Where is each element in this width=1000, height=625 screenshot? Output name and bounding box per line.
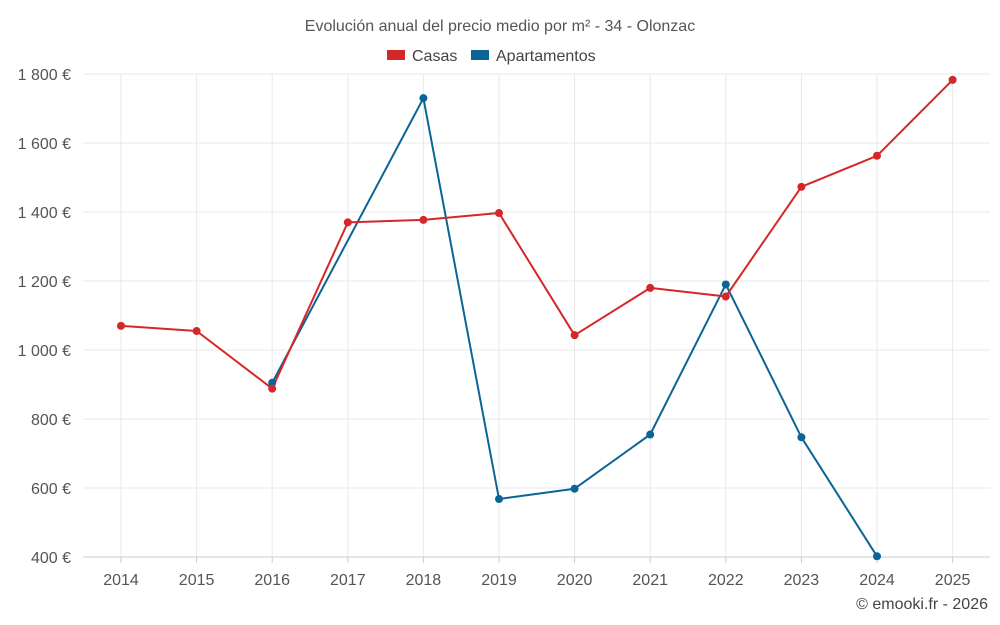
x-tick-label-2023: 2023 [784,572,820,589]
point-casas-2022[interactable] [721,292,730,301]
y-tick-label-1600: 1 600 € [18,136,71,153]
point-apartamentos-2020[interactable] [570,484,579,493]
chart-title: Evolución anual del precio medio por m² … [305,18,695,35]
y-tick-label-1800: 1 800 € [18,67,71,84]
point-casas-2021[interactable] [646,283,655,292]
x-axis-ticks: 2014 2015 2016 2017 2018 2019 2020 2021 2022 2023… [103,557,970,589]
x-tick-label-2024: 2024 [859,572,895,589]
y-tick-label-1400: 1 400 € [18,205,71,222]
legend-swatch-0[interactable] [387,50,405,60]
series-line-casas [120,79,954,390]
x-tick-label-2015: 2015 [179,572,215,589]
y-tick-label-400: 400 € [31,550,71,567]
point-apartamentos-2022[interactable] [721,280,730,289]
y-tick-label-600: 600 € [31,481,71,498]
point-casas-2025[interactable] [948,75,957,84]
point-casas-2019[interactable] [495,209,503,218]
legend-swatch-1[interactable] [471,50,489,60]
x-tick-label-2025: 2025 [935,572,971,589]
point-casas-2015[interactable] [192,327,201,336]
point-casas-2018[interactable] [419,215,428,224]
point-casas-2014[interactable] [117,321,125,330]
x-tick-label-2021: 2021 [632,572,668,589]
x-tick-label-2020: 2020 [557,572,593,589]
point-apartamentos-2019[interactable] [495,495,503,504]
series-lines [120,79,954,557]
y-tick-label-1200: 1 200 € [18,274,71,291]
x-tick-label-2019: 2019 [481,572,517,589]
y-axis-ticks: 400 € 600 € 800 € 1 000 € 1 200 € 1 400 € 1 60… [18,67,71,567]
x-tick-label-2014: 2014 [103,572,139,589]
point-apartamentos-2023[interactable] [797,433,806,442]
point-apartamentos-2016[interactable] [268,378,277,387]
credit-text: © emooki.fr - 2026 [856,596,988,613]
x-tick-label-2022: 2022 [708,572,744,589]
series-line-apartamentos [271,97,878,557]
legend-label-0[interactable]: Casas [412,48,457,65]
point-casas-2017[interactable] [343,218,352,227]
point-apartamentos-2018[interactable] [419,94,428,103]
grid-vertical [120,74,954,557]
series-points [117,75,957,561]
point-casas-2024[interactable] [873,151,881,160]
point-casas-2023[interactable] [797,182,806,191]
legend-label-1[interactable]: Apartamentos [496,48,596,65]
x-tick-label-2016: 2016 [254,572,290,589]
x-tick-label-2018: 2018 [406,572,442,589]
point-apartamentos-2021[interactable] [646,430,655,439]
point-apartamentos-2024[interactable] [873,552,881,561]
x-tick-label-2017: 2017 [330,572,366,589]
y-tick-label-1000: 1 000 € [18,343,71,360]
grid-horizontal [83,73,990,558]
point-casas-2020[interactable] [570,331,579,340]
y-tick-label-800: 800 € [31,412,71,429]
point-casas-2016[interactable] [268,384,277,393]
legend: Casas Apartamentos [387,48,596,65]
